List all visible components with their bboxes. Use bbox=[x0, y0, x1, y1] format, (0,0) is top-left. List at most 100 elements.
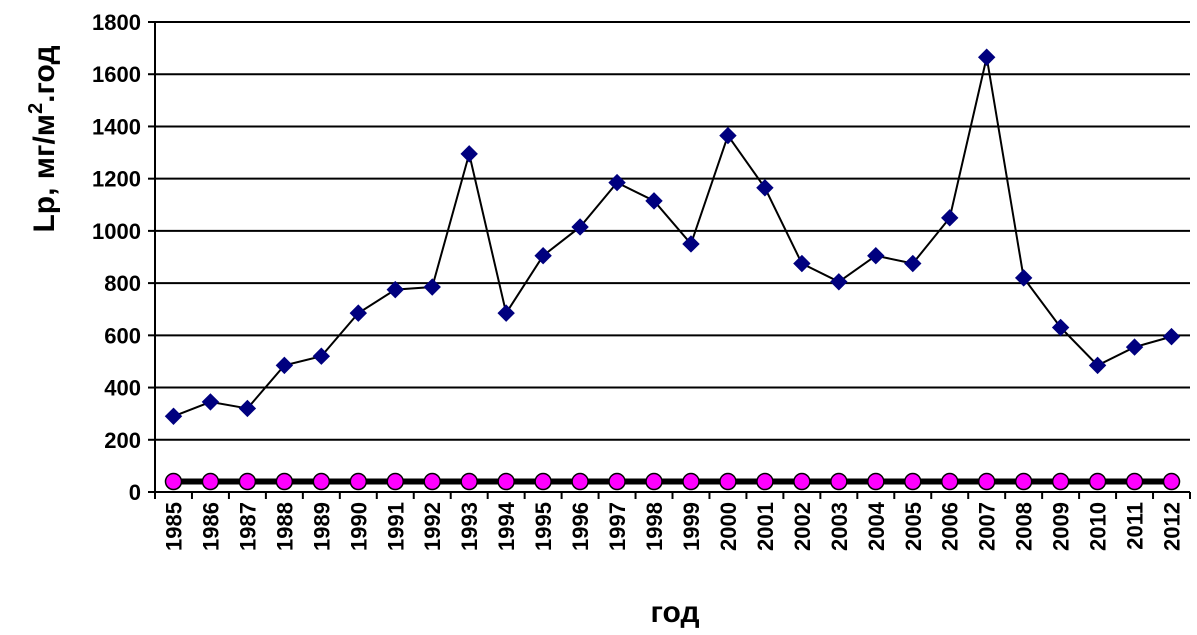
data-point bbox=[608, 173, 626, 192]
y-axis-title-main: Lp, мг/м bbox=[28, 114, 61, 233]
x-tick-label: 2001 bbox=[753, 502, 778, 551]
x-tick-label: 1998 bbox=[642, 502, 667, 551]
data-point bbox=[645, 192, 663, 210]
data-point bbox=[349, 304, 368, 322]
y-tick-label: 1200 bbox=[92, 167, 141, 192]
data-point bbox=[201, 393, 220, 411]
data-point bbox=[238, 472, 257, 491]
x-tick-label: 1991 bbox=[383, 502, 408, 551]
data-point bbox=[793, 472, 811, 491]
data-point bbox=[1162, 327, 1181, 346]
data-point bbox=[756, 179, 774, 197]
data-point bbox=[941, 209, 959, 227]
x-tick-label: 1989 bbox=[309, 502, 334, 551]
series-line bbox=[173, 57, 1172, 418]
y-tick-label: 1400 bbox=[92, 114, 141, 139]
data-point bbox=[719, 472, 737, 491]
x-tick-label: 1997 bbox=[605, 502, 630, 551]
y-tick-label: 400 bbox=[104, 376, 141, 401]
data-point bbox=[977, 472, 996, 491]
x-tick-label: 2009 bbox=[1049, 502, 1074, 551]
data-point bbox=[534, 472, 552, 491]
x-tick-label: 2000 bbox=[716, 502, 741, 551]
data-point bbox=[940, 472, 959, 491]
data-point bbox=[867, 246, 885, 265]
data-point bbox=[497, 304, 515, 322]
data-point bbox=[238, 399, 257, 418]
data-point bbox=[830, 472, 848, 491]
data-point bbox=[1088, 356, 1107, 375]
y-tick-label: 0 bbox=[129, 480, 141, 505]
data-point bbox=[164, 472, 183, 491]
y-axis-title: Lp, мг/м2.год bbox=[25, 45, 61, 232]
data-point bbox=[423, 472, 441, 491]
data-point bbox=[460, 472, 478, 491]
data-point bbox=[977, 48, 996, 66]
data-point bbox=[1125, 338, 1144, 356]
data-point bbox=[904, 254, 922, 273]
axes bbox=[148, 21, 1191, 499]
x-tick-label: 1993 bbox=[457, 502, 482, 551]
data-point bbox=[571, 472, 589, 491]
data-point bbox=[497, 472, 515, 491]
x-tick-label: 1992 bbox=[420, 502, 445, 551]
data-point bbox=[164, 407, 183, 425]
data-point bbox=[534, 246, 552, 265]
y-tick-label: 600 bbox=[104, 323, 141, 348]
data-point bbox=[719, 126, 737, 145]
data-point bbox=[645, 472, 663, 491]
data-point bbox=[201, 472, 220, 491]
data-point bbox=[1051, 472, 1070, 491]
x-tick-label: 2006 bbox=[938, 502, 963, 551]
x-tick-label: 1994 bbox=[494, 501, 519, 551]
data-point bbox=[275, 472, 294, 491]
data-point bbox=[756, 472, 774, 491]
x-tick-label: 2005 bbox=[901, 502, 926, 551]
x-tick-label: 1986 bbox=[198, 502, 223, 551]
data-point bbox=[571, 218, 589, 236]
data-point bbox=[682, 235, 700, 253]
data-point bbox=[386, 280, 404, 299]
y-tick-labels: 0 200 400 600 800 1000 1200 1400 1600 1800 bbox=[92, 10, 141, 505]
x-tick-label: 1985 bbox=[161, 502, 186, 551]
x-tick-label: 2007 bbox=[975, 502, 1000, 551]
x-tick-label: 1999 bbox=[679, 502, 704, 551]
data-point bbox=[312, 347, 331, 365]
data-point bbox=[904, 472, 922, 491]
data-point bbox=[1162, 472, 1181, 491]
data-point bbox=[275, 356, 294, 375]
x-tick-label: 2012 bbox=[1160, 502, 1185, 551]
x-tick-labels: 1985 1986 1987 1988 1989 1990 1991 1992 1993 1994… bbox=[161, 501, 1184, 551]
y-tick-label: 800 bbox=[104, 271, 141, 296]
data-point bbox=[1014, 472, 1033, 491]
data-point bbox=[1125, 472, 1144, 491]
data-point bbox=[423, 278, 441, 296]
data-point bbox=[830, 273, 848, 291]
x-tick-label: 2002 bbox=[790, 502, 815, 551]
x-tick-label: 2010 bbox=[1086, 502, 1111, 551]
series-1 bbox=[164, 48, 1181, 425]
y-tick-label: 1600 bbox=[92, 62, 141, 87]
data-point bbox=[349, 472, 368, 491]
data-point bbox=[460, 145, 478, 163]
data-point bbox=[1014, 269, 1033, 287]
x-tick-label: 2011 bbox=[1123, 502, 1148, 550]
y-tick-label: 1800 bbox=[92, 10, 141, 35]
data-point bbox=[682, 472, 700, 491]
data-point bbox=[793, 254, 811, 273]
series-layer bbox=[164, 48, 1181, 491]
gridlines bbox=[155, 21, 1190, 441]
y-axis-title-sup: 2 bbox=[25, 103, 47, 114]
y-axis-title-tail: .год bbox=[28, 45, 61, 102]
y-tick-label: 1000 bbox=[92, 219, 141, 244]
x-tick-label: 1995 bbox=[531, 502, 556, 551]
data-point bbox=[1088, 472, 1107, 491]
x-axis-title: год bbox=[650, 596, 699, 629]
x-tick-label: 1996 bbox=[568, 502, 593, 551]
x-tick-label: 1987 bbox=[235, 502, 260, 551]
data-point bbox=[867, 472, 885, 491]
data-point bbox=[608, 472, 626, 491]
x-tick-label: 2004 bbox=[864, 501, 889, 551]
x-tick-label: 1990 bbox=[346, 502, 371, 551]
